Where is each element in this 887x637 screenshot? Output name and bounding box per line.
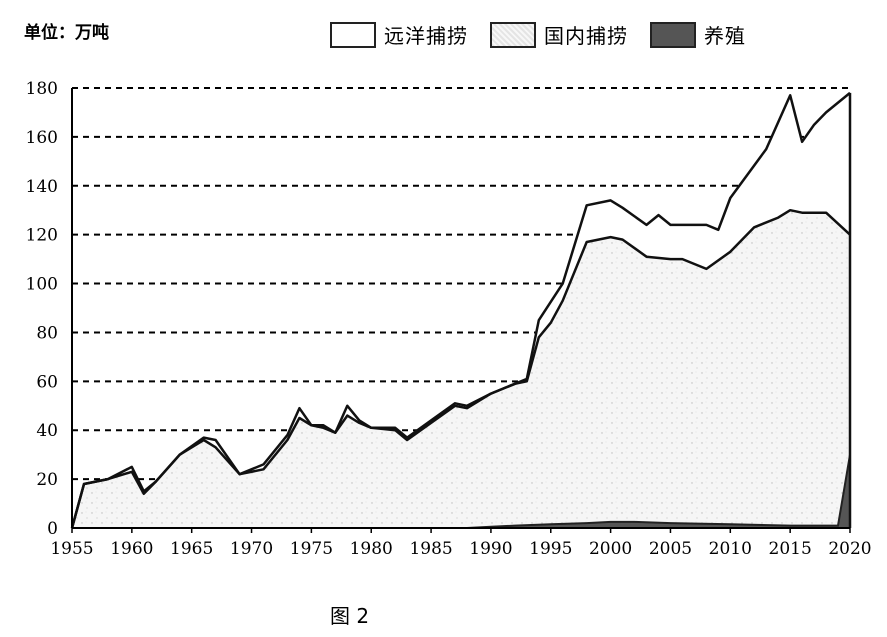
figure-caption: 图 2: [330, 604, 370, 628]
y-tick-label: 80: [36, 323, 58, 343]
y-tick-label: 60: [36, 372, 58, 392]
x-tick-label: 1960: [110, 539, 153, 559]
x-tick-label: 1970: [230, 539, 273, 559]
y-tick-label: 180: [26, 79, 58, 99]
x-tick-label: 1995: [529, 539, 572, 559]
x-tick-label: 2020: [828, 539, 871, 559]
x-tick-label: 1985: [409, 539, 452, 559]
axes: 0 20 40 60 80 100 120 140 160 180 1955 1960 1965 1970…: [26, 79, 872, 559]
x-tick-label: 2005: [649, 539, 692, 559]
x-tick-label: 1965: [170, 539, 213, 559]
legend-label-aquaculture: 养殖: [704, 24, 746, 48]
y-tick-label: 20: [36, 470, 58, 490]
line-aquaculture: [72, 454, 851, 529]
x-tick-label: 2015: [769, 539, 812, 559]
x-tick-label: 2010: [709, 539, 752, 559]
y-tick-label: 140: [26, 177, 58, 197]
legend-swatch-domestic: [490, 21, 536, 48]
legend-item-aquaculture: 养殖: [650, 20, 746, 49]
legend-label-ocean: 远洋捕捞: [384, 24, 468, 48]
legend-swatch-ocean: [330, 21, 376, 48]
line-ocean-fishing: [70, 91, 851, 529]
x-tick-label: 1980: [350, 539, 393, 559]
area-domestic-fishing: [72, 210, 850, 528]
x-tick-label: 1990: [469, 539, 512, 559]
y-tick-label: 160: [26, 128, 58, 148]
legend-item-domestic: 国内捕捞: [490, 20, 628, 49]
y-tick-label: 0: [47, 519, 58, 539]
area-layer: [70, 91, 852, 529]
legend-swatch-aquaculture: [650, 21, 696, 48]
legend-label-domestic: 国内捕捞: [544, 24, 628, 48]
x-tick-label: 1975: [290, 539, 333, 559]
y-tick-label: 40: [36, 421, 58, 441]
y-tick-label: 100: [26, 275, 58, 295]
y-tick-label: 120: [26, 226, 58, 246]
legend: 远洋捕捞 国内捕捞 养殖: [330, 20, 768, 49]
line-domestic-fishing: [70, 208, 851, 529]
legend-item-ocean: 远洋捕捞: [330, 20, 468, 49]
x-tick-label: 2000: [589, 539, 632, 559]
unit-label: 单位：万吨: [24, 23, 109, 43]
x-tick-label: 1955: [50, 539, 93, 559]
